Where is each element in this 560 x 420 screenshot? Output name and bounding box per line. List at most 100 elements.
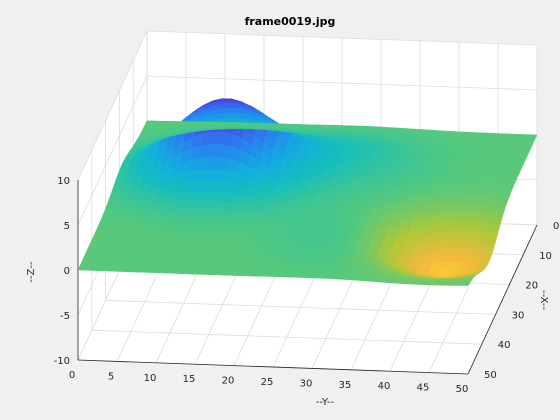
surface-patch xyxy=(427,129,440,135)
surface-patch xyxy=(211,255,224,261)
x-tick-label: 10 xyxy=(539,251,552,262)
surface-patch xyxy=(292,247,305,253)
surface-patch xyxy=(213,226,226,233)
surface-patch xyxy=(114,229,127,234)
surface-patch xyxy=(441,261,454,268)
surface-patch xyxy=(210,200,223,210)
surface-patch xyxy=(478,195,491,202)
surface-patch xyxy=(131,256,144,262)
surface-patch xyxy=(448,194,461,201)
surface-patch xyxy=(222,251,235,257)
surface-patch xyxy=(463,211,476,219)
surface-patch xyxy=(190,258,203,264)
surface-patch xyxy=(204,270,217,276)
surface-patch xyxy=(196,266,209,272)
surface-patch xyxy=(525,134,538,139)
surface-patch xyxy=(157,265,170,270)
surface-patch xyxy=(192,230,205,236)
surface-patch xyxy=(307,260,320,266)
surface-patch xyxy=(167,265,180,271)
surface-patch xyxy=(159,238,172,244)
surface-patch xyxy=(177,242,190,248)
chart-title: frame0019.jpg xyxy=(245,15,336,28)
grid-line-z xyxy=(77,75,538,226)
surface-patch xyxy=(303,224,316,229)
surface-patch xyxy=(157,242,171,247)
surface-patch xyxy=(178,262,191,267)
surface-patch xyxy=(206,266,219,272)
surface-patch xyxy=(471,186,484,192)
surface-patch xyxy=(223,227,236,233)
surface-patch xyxy=(149,237,163,243)
surface-patch xyxy=(307,235,320,241)
surface-patch xyxy=(305,239,319,245)
surface-patch xyxy=(261,252,274,257)
surface-patch xyxy=(494,136,507,142)
surface-patch xyxy=(206,168,219,181)
surface-patch xyxy=(297,260,310,266)
surface-patch xyxy=(221,255,234,261)
surface-patch xyxy=(204,179,217,192)
surface-patch xyxy=(184,269,198,275)
surface-patch xyxy=(240,256,253,261)
x-tick-label: 50 xyxy=(484,370,497,381)
surface-patch xyxy=(155,225,168,231)
surface-patch xyxy=(216,244,229,249)
surface-patch xyxy=(176,265,190,271)
z-tick-label: 0 xyxy=(64,266,70,277)
surface-patch xyxy=(189,207,202,216)
surface-patch xyxy=(268,260,281,265)
surface-patch xyxy=(440,223,453,233)
surface-patch xyxy=(490,144,503,149)
surface-patch xyxy=(186,220,199,227)
surface-patch xyxy=(287,260,300,266)
surface-patch xyxy=(310,124,323,128)
surface-patch xyxy=(86,247,99,252)
surface-patch xyxy=(147,220,160,226)
surface-patch xyxy=(77,266,90,271)
surface-patch xyxy=(302,247,315,253)
surface-patch xyxy=(499,191,512,197)
surface-patch xyxy=(188,239,202,244)
surface-patch xyxy=(112,255,125,261)
surface-patch xyxy=(248,260,261,265)
surface-patch xyxy=(311,227,324,233)
surface-patch xyxy=(388,127,401,132)
surface-patch xyxy=(169,238,182,244)
surface-patch xyxy=(175,269,188,275)
surface-patch xyxy=(490,167,503,172)
surface-patch xyxy=(464,205,478,213)
surface-patch xyxy=(165,269,178,274)
surface-patch xyxy=(269,256,282,261)
surface-patch xyxy=(497,195,510,202)
surface-patch xyxy=(230,255,243,261)
surface-patch xyxy=(265,219,278,225)
surface-patch xyxy=(136,268,149,273)
surface-patch xyxy=(447,130,460,136)
surface-patch xyxy=(100,216,113,222)
surface-patch xyxy=(94,228,108,234)
surface-patch xyxy=(79,262,92,267)
surface-patch xyxy=(300,252,313,258)
surface-patch xyxy=(159,261,172,266)
z-tick-label: -5 xyxy=(60,311,70,322)
surface-patch xyxy=(209,143,222,157)
y-tick-label: 45 xyxy=(417,383,430,394)
x-axis-line xyxy=(467,224,538,375)
surface-patch xyxy=(237,263,250,269)
surface-patch xyxy=(108,220,121,226)
surface-patch xyxy=(501,187,514,193)
surface-patch xyxy=(453,211,466,219)
surface-patch xyxy=(330,124,343,129)
surface-patch xyxy=(479,190,492,197)
surface-patch xyxy=(518,149,531,154)
surface-patch xyxy=(233,271,246,277)
surface-patch xyxy=(494,205,507,212)
surface-patch xyxy=(254,268,268,273)
surface-patch xyxy=(107,244,120,249)
surface-patch xyxy=(449,224,463,234)
surface-patch xyxy=(147,264,160,270)
surface-patch xyxy=(174,225,187,231)
surface-patch xyxy=(145,268,159,274)
surface-patch xyxy=(98,262,112,268)
